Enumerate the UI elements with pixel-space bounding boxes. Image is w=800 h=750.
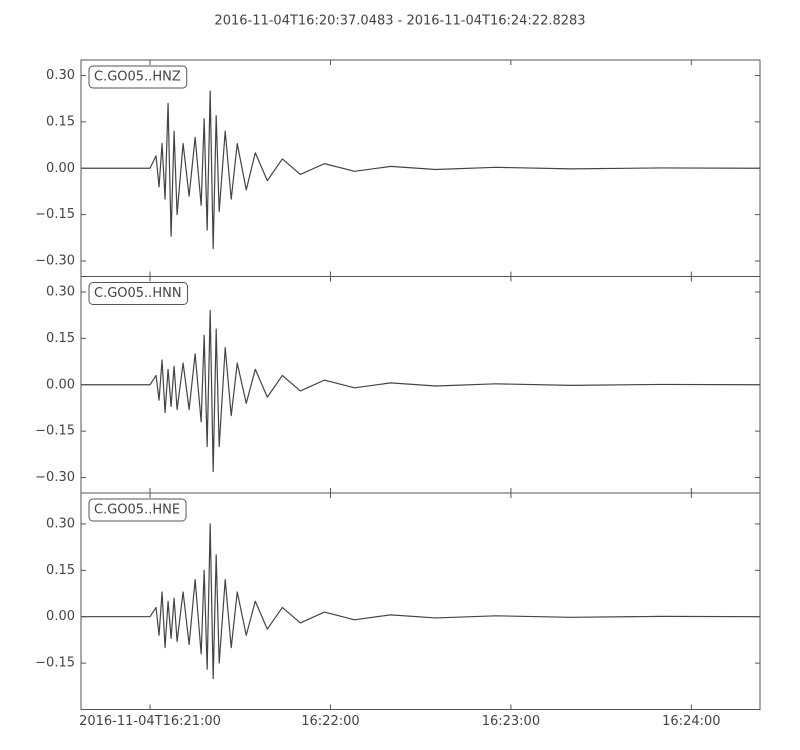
chart-title: 2016-11-04T16:20:37.0483 - 2016-11-04T16… xyxy=(214,14,585,29)
y-tick-label: 0.30 xyxy=(46,68,75,83)
y-tick-label: 0.00 xyxy=(46,609,75,624)
x-tick-label: 16:24:00 xyxy=(662,714,720,729)
panel-frame xyxy=(80,492,761,710)
trace-label: C.GO05..HNN xyxy=(94,286,182,301)
y-tick-label: 0.30 xyxy=(46,516,75,531)
y-tick-label: −0.15 xyxy=(35,207,75,222)
y-tick-label: −0.15 xyxy=(35,424,75,439)
y-tick-label: 0.30 xyxy=(46,284,75,299)
y-tick-label: −0.30 xyxy=(35,254,75,269)
x-tick-label: 2016-11-04T16:21:00 xyxy=(79,714,221,729)
waveform xyxy=(81,90,761,250)
trace-label: C.GO05..HNE xyxy=(94,503,180,518)
trace-label-box xyxy=(88,498,187,522)
y-tick-label: 0.15 xyxy=(46,114,75,129)
y-tick-label: 0.15 xyxy=(46,331,75,346)
y-tick-label: 0.15 xyxy=(46,563,75,578)
waveform xyxy=(81,309,761,472)
y-tick-label: −0.15 xyxy=(35,656,75,671)
y-tick-label: 0.00 xyxy=(46,377,75,392)
trace-label-box xyxy=(88,282,189,305)
waveform xyxy=(81,523,761,680)
x-tick-label: 16:23:00 xyxy=(482,714,540,729)
y-tick-label: 0.00 xyxy=(46,161,75,176)
y-tick-label: −0.30 xyxy=(35,470,75,485)
x-tick-label: 16:22:00 xyxy=(301,714,359,729)
trace-label-box xyxy=(88,65,188,89)
trace-label: C.GO05..HNZ xyxy=(94,70,181,85)
